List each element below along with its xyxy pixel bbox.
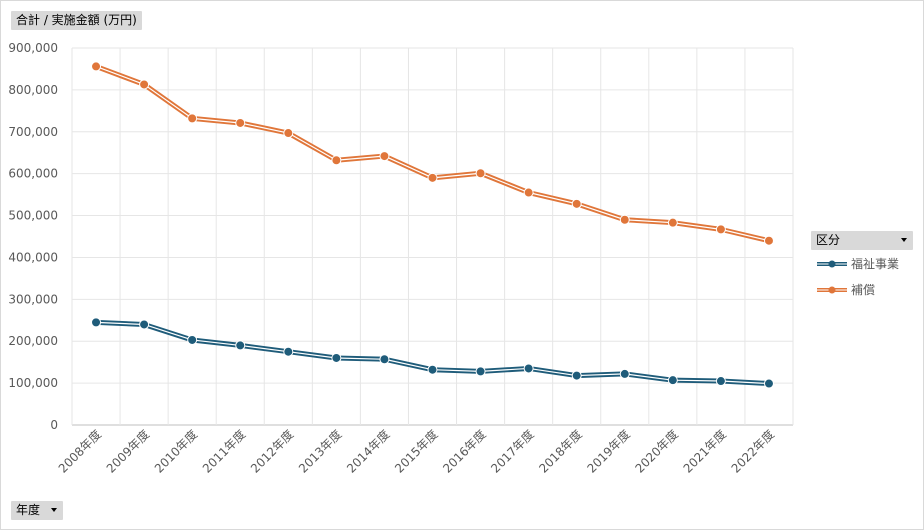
data-point[interactable] xyxy=(763,235,774,246)
legend-label: 福祉事業 xyxy=(851,257,900,271)
data-point[interactable] xyxy=(667,375,678,386)
axis-field-dropdown[interactable]: 年度 xyxy=(11,501,63,520)
y-tick-label: 200,000 xyxy=(8,334,58,348)
legend-label: 補償 xyxy=(851,283,876,297)
series-line-highlight xyxy=(95,65,770,242)
x-tick-label: 2019年度 xyxy=(584,427,633,476)
series-field-label: 区分 xyxy=(816,233,841,247)
data-point[interactable] xyxy=(187,113,198,124)
data-point[interactable] xyxy=(139,319,150,330)
data-point[interactable] xyxy=(331,155,342,166)
data-point[interactable] xyxy=(331,352,342,363)
dropdown-arrow-icon xyxy=(901,238,907,242)
dropdown-arrow-icon xyxy=(51,508,57,512)
x-tick-label: 2012年度 xyxy=(247,427,296,476)
x-tick-label: 2013年度 xyxy=(295,427,344,476)
y-tick-label: 500,000 xyxy=(8,209,58,223)
x-tick-label: 2009年度 xyxy=(103,427,152,476)
data-point[interactable] xyxy=(667,217,678,228)
data-point[interactable] xyxy=(139,79,150,90)
y-tick-label: 300,000 xyxy=(8,292,58,306)
data-point[interactable] xyxy=(475,366,486,377)
data-point[interactable] xyxy=(91,61,102,72)
data-point[interactable] xyxy=(427,364,438,375)
data-point[interactable] xyxy=(715,224,726,235)
data-point[interactable] xyxy=(475,168,486,179)
x-tick-label: 2020年度 xyxy=(632,427,681,476)
data-point[interactable] xyxy=(715,376,726,387)
legend-marker-icon xyxy=(817,260,847,268)
y-tick-label: 900,000 xyxy=(8,41,58,55)
data-point[interactable] xyxy=(283,128,294,139)
data-point[interactable] xyxy=(187,334,198,345)
axes: 0 100,000 200,000 300,000 400,000 500,000 600,… xyxy=(8,41,777,476)
data-point[interactable] xyxy=(427,172,438,183)
value-field-label: 合計 / 実施金額 (万円) xyxy=(16,13,137,27)
x-tick-label: 2021年度 xyxy=(680,427,729,476)
x-tick-label: 2022年度 xyxy=(728,427,777,476)
data-point[interactable] xyxy=(571,370,582,381)
y-tick-label: 400,000 xyxy=(8,250,58,264)
x-tick-label: 2011年度 xyxy=(199,427,248,476)
y-tick-label: 800,000 xyxy=(8,83,58,97)
data-point[interactable] xyxy=(763,378,774,389)
x-tick-label: 2008年度 xyxy=(55,427,104,476)
data-point[interactable] xyxy=(523,363,534,374)
x-tick-label: 2014年度 xyxy=(343,427,392,476)
x-tick-label: 2010年度 xyxy=(151,427,200,476)
data-point[interactable] xyxy=(235,117,246,128)
axis-field-label: 年度 xyxy=(16,503,41,517)
data-point[interactable] xyxy=(523,187,534,198)
legend-marker-icon xyxy=(817,286,847,294)
data-point[interactable] xyxy=(571,198,582,209)
series-line xyxy=(95,64,770,244)
x-tick-label: 2015年度 xyxy=(391,427,440,476)
series xyxy=(91,61,774,389)
y-tick-label: 0 xyxy=(50,418,58,432)
x-tick-label: 2018年度 xyxy=(536,427,585,476)
data-point[interactable] xyxy=(91,317,102,328)
data-point[interactable] xyxy=(619,368,630,379)
series-1 xyxy=(91,61,774,246)
series-field-dropdown[interactable]: 区分 xyxy=(811,231,913,250)
y-tick-label: 600,000 xyxy=(8,167,58,181)
data-point[interactable] xyxy=(619,214,630,225)
value-field-button[interactable]: 合計 / 実施金額 (万円) xyxy=(11,11,142,30)
y-tick-label: 100,000 xyxy=(8,376,58,390)
data-point[interactable] xyxy=(283,346,294,357)
series-0 xyxy=(91,317,774,389)
x-tick-label: 2017年度 xyxy=(488,427,537,476)
data-point[interactable] xyxy=(235,340,246,351)
data-point[interactable] xyxy=(379,354,390,365)
y-tick-label: 700,000 xyxy=(8,125,58,139)
x-tick-label: 2016年度 xyxy=(440,427,489,476)
data-point[interactable] xyxy=(379,151,390,162)
